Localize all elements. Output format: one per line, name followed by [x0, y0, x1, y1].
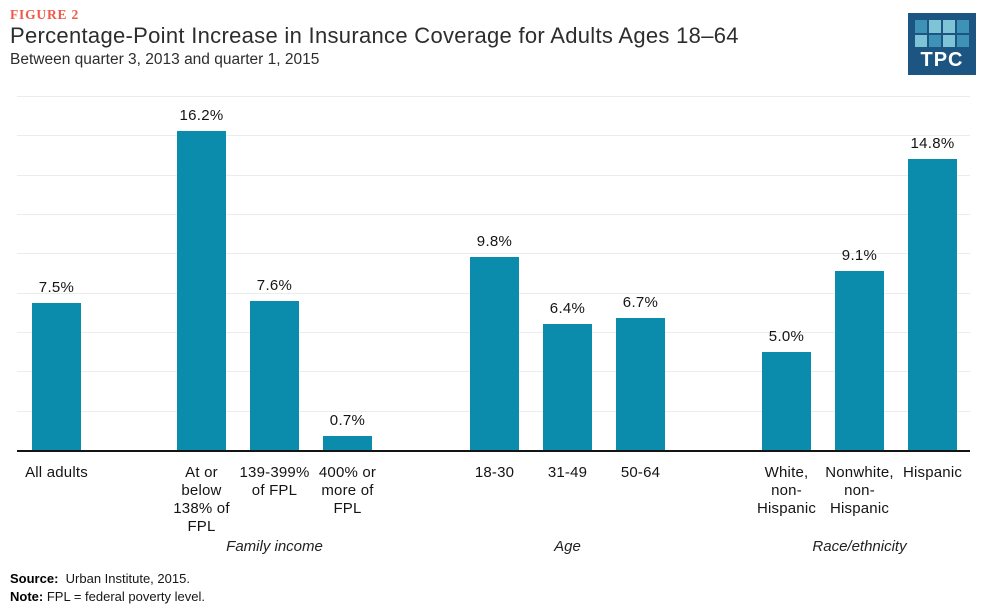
bar [908, 158, 957, 450]
bar-value-label: 14.8% [910, 134, 955, 152]
gridline [17, 96, 970, 97]
bar-category-label: 31-49 [547, 464, 588, 481]
bar [250, 300, 299, 450]
logo-square [957, 20, 969, 33]
gridline [17, 174, 970, 176]
gridline [17, 135, 970, 137]
bar [32, 302, 81, 450]
group-label: Age [554, 538, 581, 555]
bar-category-label: All adults [25, 464, 88, 481]
bar-value-label: 7.5% [38, 278, 75, 296]
source-text: Urban Institute, 2015. [65, 571, 190, 586]
bar [470, 257, 519, 450]
note-label: Note: [10, 589, 44, 604]
bar-value-label: 16.2% [179, 107, 224, 125]
figure-number-label: FIGURE 2 [10, 7, 80, 22]
logo-square [929, 20, 941, 33]
bar [177, 131, 226, 450]
chart-subtitle: Between quarter 3, 2013 and quarter 1, 2… [10, 51, 320, 68]
bar-value-label: 5.0% [768, 327, 805, 345]
note-text: FPL = federal poverty level. [46, 589, 205, 604]
gridline [17, 214, 970, 215]
bar-value-label: 0.7% [329, 412, 366, 430]
logo-square [943, 20, 955, 33]
bar-category-label: 400% or more of FPL [318, 464, 377, 517]
logo-square [957, 34, 969, 47]
bar-category-label: Hispanic [902, 464, 963, 481]
bar-chart: 7.5% All adults 16.2% At or below 138% of F… [17, 96, 970, 535]
logo-square [915, 20, 927, 33]
chart-title: Percentage-Point Increase in Insurance C… [10, 23, 739, 48]
group-label: Family income [226, 538, 323, 555]
bar [835, 271, 884, 450]
bar-value-label: 9.8% [476, 233, 513, 251]
tpc-logo: TPC [908, 13, 976, 75]
note-line: Note: FPL = federal poverty level. [10, 588, 205, 606]
bar-value-label: 7.6% [256, 276, 293, 294]
footer: Source: Urban Institute, 2015. Note: FPL… [10, 570, 205, 606]
bar-value-label: 6.7% [622, 294, 659, 312]
logo-square [943, 34, 955, 47]
bar [762, 351, 811, 450]
bar [543, 324, 592, 450]
gridline [17, 253, 970, 255]
logo-text: TPC [920, 49, 964, 71]
bar-category-label: 139-399% of FPL [239, 464, 310, 499]
bar-category-label: 18-30 [474, 464, 515, 481]
source-line: Source: Urban Institute, 2015. [10, 570, 205, 588]
logo-square [929, 34, 941, 47]
logo-grid-icon [915, 20, 969, 47]
bar-category-label: At or below 138% of FPL [173, 464, 230, 535]
bar [616, 318, 665, 450]
bar-category-label: Nonwhite, non- Hispanic [825, 464, 894, 517]
bar-value-label: 6.4% [549, 300, 586, 318]
source-label: Source: [10, 571, 59, 586]
bar-category-label: White, non- Hispanic [756, 464, 817, 517]
bar [323, 436, 372, 450]
group-label: Race/ethnicity [812, 538, 907, 555]
logo-square [915, 34, 927, 47]
bar-category-label: 50-64 [620, 464, 661, 481]
bar-value-label: 9.1% [841, 247, 878, 265]
